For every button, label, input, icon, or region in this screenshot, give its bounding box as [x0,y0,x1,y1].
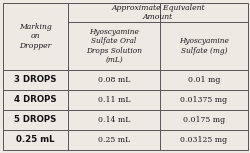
Text: 0.25 mL: 0.25 mL [98,136,130,144]
Text: 0.11 mL: 0.11 mL [97,96,130,104]
Text: 0.01375 mg: 0.01375 mg [180,96,227,104]
Text: 0.14 mL: 0.14 mL [98,116,130,124]
Text: 0.03125 mg: 0.03125 mg [180,136,227,144]
Text: Marking
on
Dropper: Marking on Dropper [19,23,52,50]
Text: Hyoscyamine
Sulfate Oral
Drops Solution
(mL): Hyoscyamine Sulfate Oral Drops Solution … [86,28,141,64]
Text: Hyoscyamine
Sulfate (mg): Hyoscyamine Sulfate (mg) [178,37,228,55]
Text: 0.0175 mg: 0.0175 mg [182,116,224,124]
Text: 0.08 mL: 0.08 mL [98,76,130,84]
Text: 0.01 mg: 0.01 mg [187,76,219,84]
Text: 4 DROPS: 4 DROPS [14,95,56,104]
Text: 0.25 mL: 0.25 mL [16,136,54,144]
Text: Approximate Equivalent
Amount: Approximate Equivalent Amount [111,4,204,21]
Text: 3 DROPS: 3 DROPS [14,75,56,84]
Text: 5 DROPS: 5 DROPS [14,116,56,125]
